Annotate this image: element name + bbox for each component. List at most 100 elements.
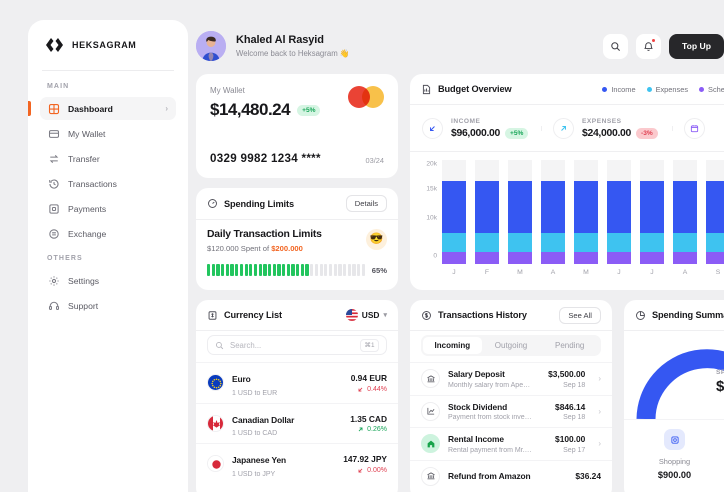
sidebar-item-transfer[interactable]: Transfer (40, 147, 176, 170)
chart-y-axis: 20k 15k 10k 0 (420, 160, 442, 264)
search-button[interactable] (603, 33, 629, 59)
bar-segment (574, 180, 598, 233)
sidebar-gap (40, 247, 176, 255)
sidebar-item-label: Payments (68, 203, 107, 214)
stat-change-badge: -3% (636, 127, 658, 139)
divider (196, 330, 398, 331)
tab-incoming[interactable]: Incoming (423, 337, 482, 354)
x-tick: S (715, 269, 721, 276)
currency-row[interactable]: Japanese Yen 1 USD to JPY 147.92 JPY 0.00% (196, 443, 398, 484)
japan-flag-icon (207, 455, 224, 473)
limit-segment (286, 264, 290, 276)
top-up-button[interactable]: Top Up (669, 33, 724, 59)
summary-tile[interactable]: Shopping $900.00 (624, 420, 724, 490)
currency-row[interactable]: Canadian Dollar 1 USD to CAD 1.35 CAD 0.26% (196, 402, 398, 444)
currency-search-box[interactable]: ⌘1 (207, 335, 387, 355)
donut-chart (636, 349, 724, 419)
stat-value-row: $24,000.00 -3% (582, 127, 658, 139)
x-tick: M (517, 269, 523, 276)
sidebar-item-transactions[interactable]: Transactions (40, 172, 176, 195)
sidebar-item-label: My Wallet (68, 128, 106, 139)
bar-segment (607, 251, 631, 264)
budget-legend: Income Expenses Sched (602, 85, 724, 94)
limit-segment (296, 264, 300, 276)
bar-segment (607, 180, 631, 233)
bar-segment (442, 160, 466, 181)
arrow-up-right-icon (358, 427, 363, 432)
wallet-change-badge: +5% (297, 104, 321, 116)
limit-segment (324, 264, 328, 276)
bar-segment (442, 232, 466, 252)
chevron-down-icon: ▾ (383, 312, 387, 319)
bar-segment (508, 251, 532, 264)
usa-flag-icon (345, 309, 358, 321)
search-input[interactable] (230, 340, 355, 350)
wallet-balance-row: $14,480.24 +5% (210, 100, 384, 120)
legend-label: Sched (708, 84, 724, 94)
budget-header: Budget Overview Income Expenses Sched (410, 74, 724, 104)
currency-header: Currency List USD ▾ (196, 300, 398, 330)
transaction-row[interactable]: Stock Dividend Payment from stock invest.… (410, 394, 612, 428)
chart-icon (421, 401, 440, 421)
notifications-button[interactable] (636, 33, 662, 59)
bar-segment (607, 160, 631, 181)
transaction-row[interactable]: Refund from Amazon $36.24 (410, 459, 612, 492)
tab-pending[interactable]: Pending (555, 341, 585, 350)
transaction-date: Sep 18 (563, 414, 586, 421)
income-arrow-icon (422, 117, 443, 139)
bar-column (541, 160, 565, 264)
sidebar-item-my-wallet[interactable]: My Wallet (40, 122, 176, 145)
dollar-circle-icon (422, 310, 431, 320)
bar-segment (673, 180, 697, 233)
limit-segment (357, 264, 361, 276)
limit-segment (310, 264, 314, 276)
legend-dot (602, 86, 608, 92)
transaction-info: Refund from Amazon (448, 471, 531, 481)
sidebar-item-exchange[interactable]: Exchange (40, 222, 176, 245)
limit-segment (328, 264, 333, 276)
transaction-row[interactable]: Salary Deposit Monthly salary from Apex..… (410, 362, 612, 395)
see-all-button[interactable]: See All (559, 306, 601, 324)
bar-segment (541, 160, 565, 181)
my-wallet-card: My Wallet $14,480.24 +5% 0329 9982 1234 … (196, 74, 398, 178)
limit-segment (239, 264, 244, 276)
avatar[interactable] (196, 31, 226, 61)
transaction-row[interactable]: Rental Income Rental payment from Mr. Du.… (410, 427, 612, 460)
currency-rows: Euro 1 USD to EUR 0.94 EUR 0.44% Canadian Do… (196, 362, 398, 484)
transfer-icon (49, 154, 59, 163)
spending-limits-header: Spending Limits Details (196, 188, 398, 219)
details-button[interactable]: Details (345, 195, 387, 212)
tab-outgoing[interactable]: Outgoing (494, 341, 528, 350)
card-expiry: 03/24 (365, 156, 385, 165)
transactions-header: Transactions History See All (410, 300, 612, 330)
bar-segment (706, 232, 724, 252)
divider (410, 104, 724, 105)
logo-icon (46, 38, 63, 52)
stat-value: $24,000.00 (582, 127, 632, 139)
transaction-amount: $846.14 (555, 401, 586, 412)
transactions-history-card: Transactions History See All Incoming Out… (410, 300, 612, 492)
sidebar-item-settings[interactable]: Settings (40, 269, 176, 292)
sidebar-item-dashboard[interactable]: Dashboard › (28, 97, 176, 120)
currency-row[interactable]: Euro 1 USD to EUR 0.94 EUR 0.44% (196, 362, 398, 403)
sidebar-item-label: Exchange (68, 228, 107, 239)
currency-pair: 1 USD to JPY (232, 470, 276, 478)
legend-item: Sched (699, 85, 724, 94)
stat-caption: INCOME (451, 117, 481, 125)
wallet-balance: $14,480.24 (210, 100, 291, 119)
budget-stats: INCOME $96,000.00 +5% EXPENSES $24, (410, 105, 724, 151)
currency-selector[interactable]: USD ▾ (345, 309, 387, 321)
limit-segment (216, 264, 220, 276)
y-tick: 10k (426, 214, 437, 222)
sidebar-item-support[interactable]: Support (40, 294, 176, 317)
bar-segment (574, 160, 598, 181)
sidebar-item-payments[interactable]: Payments (40, 197, 176, 220)
x-tick: J (650, 269, 654, 276)
sidebar-item-label: Support (68, 300, 99, 311)
bar-segment (442, 180, 466, 233)
limits-spent: $120.000 Spent of (207, 244, 272, 253)
chevron-right-icon: › (598, 439, 601, 449)
spending-summary-card: Spending Summar SPE $1,80 Shopping $900.0… (624, 300, 724, 492)
bar-segment (640, 232, 664, 252)
transactions-title: Transactions History (438, 310, 527, 320)
